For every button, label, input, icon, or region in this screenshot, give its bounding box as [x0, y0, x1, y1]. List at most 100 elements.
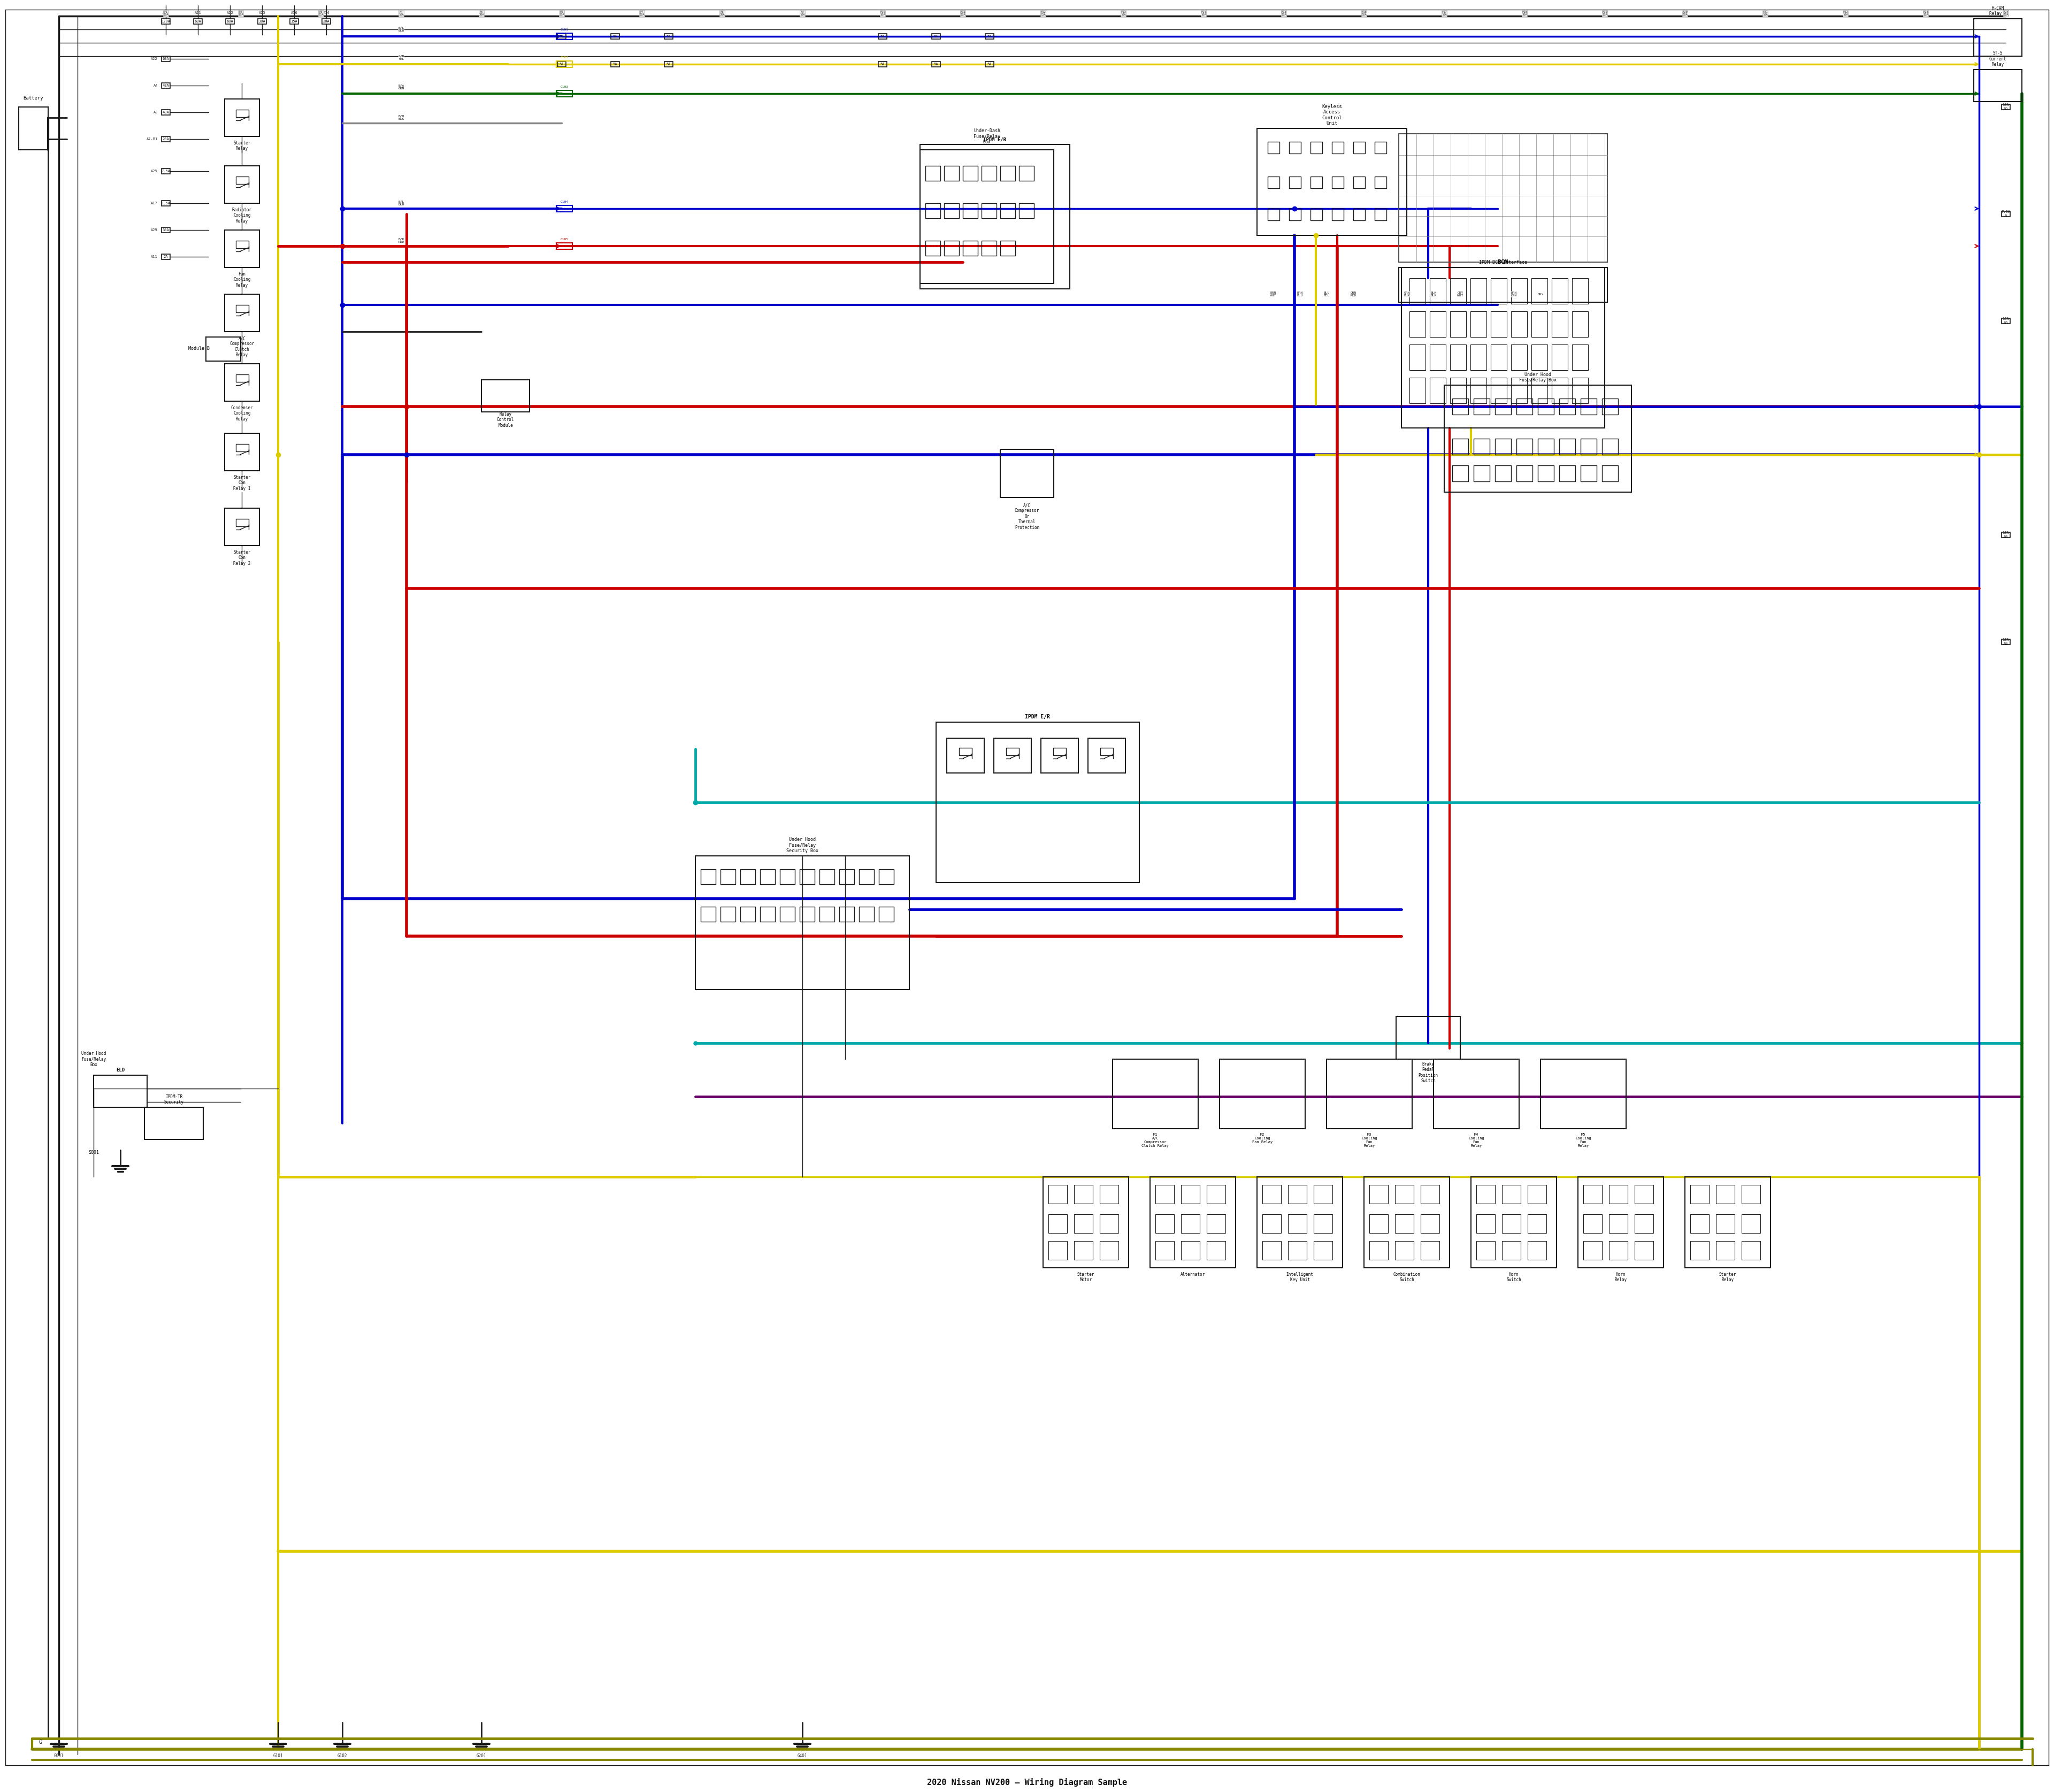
Text: GRY: GRY [1538, 292, 1543, 296]
Bar [1000, 202, 1015, 219]
Text: A3: A3 [154, 111, 158, 115]
Text: A16: A16 [292, 11, 298, 14]
Bar [1263, 1215, 1282, 1233]
Bar [1690, 1185, 1709, 1204]
Bar [1501, 1215, 1520, 1233]
Bar [1471, 1177, 1557, 1267]
Text: IPDM BCM Interface: IPDM BCM Interface [1479, 260, 1526, 265]
Bar [1715, 1215, 1736, 1233]
Bar [1495, 439, 1512, 455]
Bar [557, 34, 573, 39]
Bar [1715, 1242, 1736, 1260]
Text: IPDM-TR
Security: IPDM-TR Security [164, 1095, 183, 1104]
Bar [926, 240, 941, 256]
Text: Radiator
Cooling
Relay: Radiator Cooling Relay [232, 208, 253, 224]
Bar [1577, 1177, 1664, 1267]
Bar [162, 56, 170, 61]
Text: F1
10A: F1 10A [162, 11, 168, 16]
Bar [1532, 312, 1547, 337]
Bar [1471, 278, 1487, 305]
Text: 5A: 5A [988, 34, 992, 38]
Bar [224, 167, 259, 202]
Bar [1208, 1185, 1226, 1204]
Text: 20A: 20A [162, 138, 168, 142]
Bar [1742, 1215, 1760, 1233]
Text: A/C
Compressor
Clutch
Relay: A/C Compressor Clutch Relay [230, 335, 255, 357]
Text: Horn
Relay: Horn Relay [1614, 1272, 1627, 1283]
Text: Fan
Cooling
Relay: Fan Cooling Relay [234, 272, 251, 289]
Bar [1354, 208, 1366, 220]
Bar [1099, 1185, 1119, 1204]
Bar [1477, 1185, 1495, 1204]
Text: F5
20A: F5 20A [479, 11, 485, 16]
Bar [963, 202, 978, 219]
Bar [1551, 278, 1567, 305]
Text: F7
10A: F7 10A [639, 11, 645, 16]
Bar [879, 907, 893, 921]
Bar [1310, 177, 1323, 188]
Bar [933, 34, 941, 39]
Bar [945, 202, 959, 219]
Bar [1608, 1185, 1627, 1204]
Text: 10A
B5: 10A B5 [2003, 532, 2009, 538]
Bar [1288, 1185, 1306, 1204]
Bar [1528, 1242, 1547, 1260]
Bar [1041, 738, 1078, 772]
Bar [1559, 439, 1575, 455]
Text: F16
10A: F16 10A [1362, 11, 1366, 16]
Text: B/H
BLK: B/H BLK [398, 115, 405, 120]
Bar [1974, 18, 2021, 56]
Bar [1290, 177, 1300, 188]
Bar [947, 738, 984, 772]
Bar [1582, 398, 1596, 414]
Bar [1331, 177, 1343, 188]
Bar [236, 444, 249, 452]
Bar [945, 167, 959, 181]
Bar [1397, 1016, 1460, 1059]
Text: B/L
BLU: B/L BLU [398, 201, 405, 206]
Bar [1477, 1242, 1495, 1260]
Bar [1263, 1242, 1282, 1260]
Text: F20
10A: F20 10A [1682, 11, 1688, 16]
Bar [224, 364, 259, 401]
Text: 5A: 5A [935, 34, 939, 38]
Bar [226, 18, 234, 23]
Bar [1584, 1185, 1602, 1204]
Bar [920, 151, 1054, 283]
Text: IPDM E/R: IPDM E/R [984, 136, 1006, 142]
Bar [1528, 1185, 1547, 1204]
Text: B/R
RED: B/R RED [398, 238, 405, 244]
Bar [1331, 142, 1343, 154]
Bar [610, 34, 620, 39]
Text: F11
10A: F11 10A [959, 11, 965, 16]
Bar [1395, 1215, 1413, 1233]
Bar [1354, 177, 1366, 188]
Text: 5A: 5A [881, 34, 885, 38]
Text: 5A: 5A [559, 34, 565, 38]
Text: BCM: BCM [1497, 260, 1508, 265]
Bar [1310, 208, 1323, 220]
Bar [236, 305, 249, 312]
Bar [557, 61, 567, 66]
Bar [1571, 278, 1588, 305]
Text: 7.5A
B: 7.5A B [2001, 210, 2011, 217]
Bar [1290, 208, 1300, 220]
Bar [557, 90, 573, 97]
Text: 60A: 60A [195, 20, 201, 23]
Text: F14
10A: F14 10A [1202, 11, 1206, 16]
Bar [1584, 1215, 1602, 1233]
Bar [1054, 747, 1066, 754]
Bar [1452, 466, 1469, 482]
Bar [963, 240, 978, 256]
Text: 1.5A: 1.5A [162, 202, 170, 204]
Bar [926, 167, 941, 181]
Bar [879, 34, 887, 39]
Bar [1113, 1059, 1197, 1129]
Bar [1421, 1185, 1440, 1204]
Bar [739, 907, 756, 921]
Text: Condenser
Cooling
Relay: Condenser Cooling Relay [230, 405, 253, 421]
Text: 5A: 5A [935, 63, 939, 66]
Text: Brake
Pedal
Position
Switch: Brake Pedal Position Switch [1417, 1063, 1438, 1084]
Text: F23
10A: F23 10A [1923, 11, 1929, 16]
Text: F24
10A: F24 10A [2003, 11, 2009, 16]
